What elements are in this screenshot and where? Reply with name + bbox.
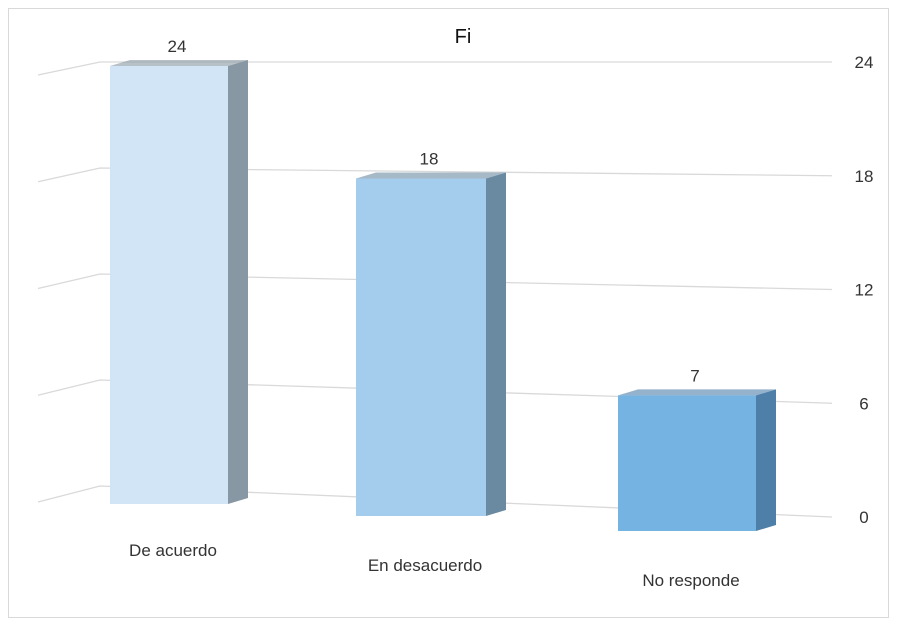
y-tick-label: 0 — [859, 508, 868, 527]
bar-front — [110, 66, 228, 504]
x-tick-label: En desacuerdo — [368, 556, 482, 575]
bar-top — [356, 172, 506, 179]
bar-front — [356, 178, 486, 516]
bar-front — [618, 395, 756, 531]
data-label: 24 — [168, 37, 187, 56]
bar-side — [756, 389, 776, 531]
y-tick-label: 18 — [855, 167, 874, 186]
bar-side — [228, 60, 248, 504]
y-tick-label: 6 — [859, 394, 868, 413]
bar-side — [486, 172, 506, 516]
y-tick-label: 12 — [855, 281, 874, 300]
x-tick-label: De acuerdo — [129, 541, 217, 560]
bar — [618, 389, 776, 531]
gridline — [37, 61, 832, 76]
bar — [356, 172, 506, 516]
data-label: 18 — [420, 150, 439, 169]
y-axis-ticks: 0 6 12 18 24 — [855, 53, 874, 527]
gridlines — [37, 61, 833, 518]
data-labels: 24 18 7 — [168, 37, 700, 385]
bar-top — [618, 389, 776, 396]
gridline — [37, 485, 833, 518]
bar — [110, 60, 248, 504]
x-axis-labels: De acuerdo En desacuerdo No responde — [129, 541, 740, 590]
chart-title: Fi — [455, 26, 472, 48]
y-tick-label: 24 — [855, 53, 874, 72]
bar-top — [110, 60, 248, 66]
gridline — [37, 273, 833, 291]
bars — [110, 60, 776, 531]
x-tick-label: No responde — [642, 571, 739, 590]
gridline — [37, 379, 833, 404]
gridline — [37, 167, 833, 183]
data-label: 7 — [690, 366, 699, 385]
